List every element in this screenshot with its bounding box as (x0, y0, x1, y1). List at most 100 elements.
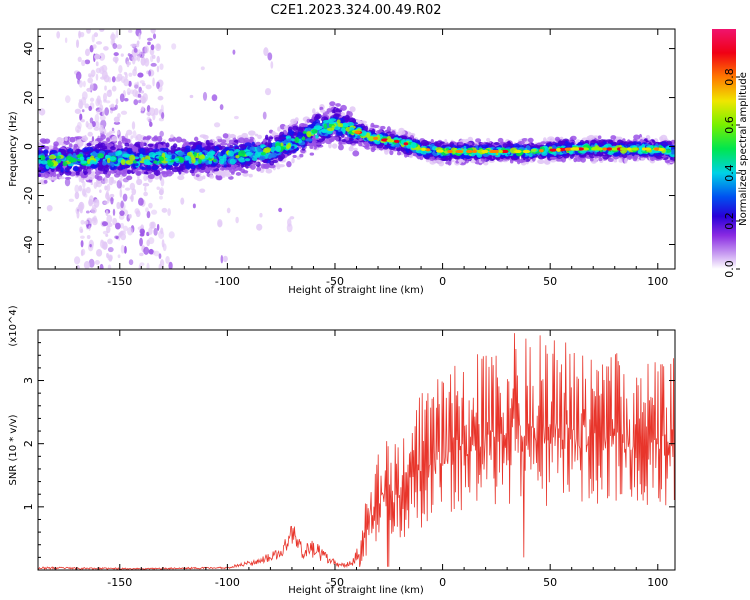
heatmap-cell (320, 109, 326, 113)
heatmap-cell (127, 29, 133, 33)
heatmap-cell (160, 177, 165, 187)
heatmap-cell (170, 134, 174, 139)
heatmap-cell (349, 106, 356, 113)
heatmap-cell (338, 141, 343, 146)
heatmap-cell (254, 133, 259, 137)
heatmap-cell (75, 207, 80, 215)
heatmap-cell (112, 217, 118, 226)
heatmap-cell (113, 52, 119, 57)
heatmap-cell (219, 145, 226, 150)
heatmap-cell (44, 138, 51, 144)
heatmap-cell (159, 130, 164, 137)
heatmap-cell (126, 129, 133, 136)
heatmap-cell (74, 191, 80, 200)
heatmap-cell (521, 137, 528, 142)
heatmap-cell (109, 193, 115, 198)
heatmap-cell (48, 177, 54, 181)
heatmap-cell (217, 219, 223, 228)
heatmap-cell (124, 72, 128, 80)
heatmap-cell (76, 39, 80, 48)
heatmap-cell (43, 172, 50, 179)
heatmap-cell (124, 98, 129, 102)
heatmap-cell (161, 111, 165, 119)
heatmap-cell (103, 169, 108, 175)
heatmap-cell (228, 139, 235, 145)
heatmap-cell (87, 131, 93, 137)
heatmap-cell (64, 37, 68, 44)
heatmap-cell (235, 216, 239, 224)
heatmap-cell (165, 255, 170, 264)
heatmap-cell (107, 238, 113, 245)
heatmap-cell (99, 124, 104, 133)
heatmap-cell (129, 196, 134, 200)
heatmap-cell (139, 141, 145, 148)
heatmap-cell (121, 184, 125, 189)
heatmap-cell (156, 81, 160, 89)
heatmap-cell (78, 80, 83, 88)
heatmap-cell (270, 61, 274, 69)
heatmap-cell (189, 169, 195, 174)
heatmap-cell (89, 244, 92, 248)
heatmap-cell (111, 135, 118, 142)
heatmap-cell (179, 164, 187, 171)
heatmap-cell (135, 136, 139, 141)
heatmap-cell (139, 252, 144, 257)
heatmap-cell (229, 133, 236, 139)
heatmap-cell (331, 109, 336, 114)
heatmap-cell (93, 126, 100, 131)
heatmap-cell (587, 135, 595, 141)
heatmap-cell (88, 73, 92, 78)
heatmap-cell (170, 171, 174, 175)
heatmap-cell (85, 210, 90, 214)
heatmap-cell (104, 85, 107, 91)
heatmap-cell (132, 130, 137, 139)
heatmap-cell (94, 54, 101, 60)
heatmap-cell (120, 166, 126, 170)
heatmap-cell (105, 100, 111, 104)
heatmap-cell (85, 48, 90, 57)
heatmap-cell (76, 264, 81, 269)
heatmap-cell (95, 73, 99, 81)
heatmap-cell (99, 29, 105, 32)
heatmap-cell (75, 71, 82, 80)
heatmap-cell (145, 207, 149, 213)
heatmap-cell (94, 120, 100, 128)
heatmap-cell (99, 66, 105, 75)
heatmap-cell (97, 162, 104, 168)
heatmap-cell (151, 165, 159, 171)
heatmap-cell (133, 82, 139, 90)
heatmap-cell (100, 134, 106, 140)
heatmap-cell (111, 32, 115, 41)
heatmap-cell (345, 140, 354, 145)
heatmap-cell (101, 165, 110, 169)
heatmap-cell (350, 144, 354, 150)
heatmap-cell (111, 127, 115, 132)
heatmap-cell (105, 209, 109, 217)
heatmap-cell (68, 198, 75, 202)
heatmap-cell (299, 153, 304, 158)
heatmap-cell (219, 104, 224, 111)
heatmap-cell (86, 234, 91, 240)
heatmap-cell (115, 76, 121, 82)
heatmap-cell (87, 77, 94, 84)
heatmap-cell (147, 41, 151, 46)
heatmap-cell (222, 169, 231, 176)
heatmap-cell (120, 200, 124, 209)
heatmap-cell (120, 53, 124, 57)
heatmap-cell (341, 139, 347, 143)
heatmap-cell (75, 136, 83, 140)
heatmap-cell (259, 212, 263, 218)
heatmap-cell (81, 248, 86, 256)
heatmap-cell (93, 181, 98, 189)
heatmap-cell (312, 108, 316, 114)
heatmap-cell (149, 121, 153, 127)
heatmap-cell (117, 233, 121, 241)
heatmap-cell (46, 204, 53, 212)
heatmap-cell (138, 32, 141, 40)
heatmap-cell (123, 245, 127, 254)
heatmap-cell (263, 47, 269, 57)
heatmap-cell (409, 154, 413, 159)
heatmap-cell (216, 163, 222, 168)
heatmap-cell (56, 31, 61, 39)
